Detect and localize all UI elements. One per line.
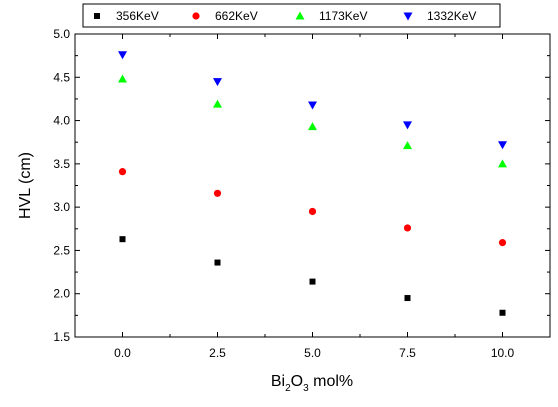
x-tick-label: 7.5 xyxy=(399,346,416,360)
legend-label-1332kev: 1332KeV xyxy=(427,9,476,23)
point-356kev xyxy=(499,309,506,316)
point-662kev xyxy=(403,224,412,232)
x-tick-label: 10.0 xyxy=(491,346,515,360)
point-1332kev xyxy=(403,121,412,130)
point-1332kev xyxy=(308,101,317,110)
x-axis-title-mid: O xyxy=(291,373,303,390)
y-axis-title: HVL (cm) xyxy=(17,152,34,219)
y-tick-label: 3.0 xyxy=(53,200,70,214)
x-axis-title-sub2: 3 xyxy=(303,383,309,394)
y-tick-label: 1.5 xyxy=(53,330,70,344)
data-points xyxy=(118,51,507,316)
point-1173kev xyxy=(118,74,127,83)
x-tick-label: 0.0 xyxy=(114,346,131,360)
y-tick-label: 2.0 xyxy=(53,287,70,301)
point-662kev xyxy=(308,207,317,216)
legend-marker-356kev xyxy=(94,13,100,19)
point-1173kev xyxy=(498,159,507,168)
x-axis: 0.0 2.5 5.0 7.5 10.0 xyxy=(74,34,551,360)
point-662kev xyxy=(498,239,507,247)
point-356kev xyxy=(119,236,126,243)
legend-label-1173kev: 1173KeV xyxy=(319,9,368,23)
x-tick-label: 5.0 xyxy=(304,346,321,360)
point-662kev xyxy=(213,189,222,197)
legend: 356KeV 662KeV 1173KeV 1332KeV xyxy=(82,3,501,28)
point-662kev xyxy=(118,168,127,176)
point-1332kev xyxy=(498,141,507,150)
y-axis: 1.5 2.0 2.5 3.0 3.5 4.0 4.5 5.0 xyxy=(53,27,550,344)
point-356kev xyxy=(309,278,316,285)
y-tick-label: 2.5 xyxy=(53,243,70,257)
y-tick-label: 4.5 xyxy=(53,70,70,84)
x-axis-title-sub1: 2 xyxy=(285,383,291,394)
legend-label-356kev: 356KeV xyxy=(116,9,159,23)
x-axis-title-main: Bi xyxy=(271,373,285,390)
y-tick-label: 5.0 xyxy=(53,27,70,41)
legend-marker-662kev xyxy=(192,12,200,20)
point-1173kev xyxy=(213,99,222,108)
y-tick-label: 4.0 xyxy=(53,114,70,128)
point-1173kev xyxy=(403,141,412,150)
x-axis-title: Bi2O3 mol% xyxy=(271,373,353,394)
point-356kev xyxy=(404,295,411,302)
x-axis-title-tail: mol% xyxy=(309,373,353,390)
point-1332kev xyxy=(213,78,222,87)
x-tick-label: 2.5 xyxy=(209,346,226,360)
point-1173kev xyxy=(308,122,317,131)
legend-marker-1173kev xyxy=(295,11,305,20)
y-tick-label: 3.5 xyxy=(53,157,70,171)
plot-frame xyxy=(74,33,551,338)
legend-frame xyxy=(82,3,501,28)
legend-label-662kev: 662KeV xyxy=(215,9,258,23)
legend-marker-1332kev xyxy=(403,12,413,21)
point-356kev xyxy=(214,259,221,266)
point-1332kev xyxy=(118,51,127,60)
